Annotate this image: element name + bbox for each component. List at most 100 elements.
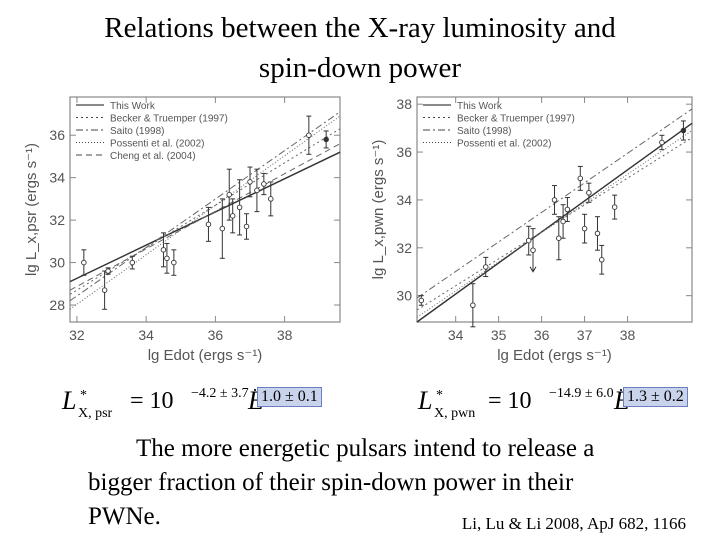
left-fit-line xyxy=(69,111,341,302)
right-ytick-label: 38 xyxy=(396,96,412,112)
right-fit-line xyxy=(416,130,693,318)
left-data-point xyxy=(229,213,236,219)
right-data-point xyxy=(560,218,566,225)
right-eq-l: L xyxy=(418,386,433,415)
left-data-point xyxy=(254,187,260,194)
right-eq-subscript: X, pwn xyxy=(434,406,476,421)
left-data-point xyxy=(171,259,177,266)
left-fit-line xyxy=(69,143,341,291)
right-data-point xyxy=(556,235,562,241)
left-ytick-label: 28 xyxy=(49,297,65,313)
right-legend-entry: Saito (1998) xyxy=(457,126,511,137)
left-xtick-label: 36 xyxy=(208,327,224,343)
left-data-point xyxy=(205,221,212,228)
left-data-point xyxy=(323,136,329,143)
left-y-axis-label: lg L_x,psr (ergs s⁻¹) xyxy=(23,143,40,276)
left-data-point xyxy=(243,223,250,230)
right-data-point xyxy=(530,247,536,253)
left-ytick-label: 34 xyxy=(49,170,65,186)
right-data-point xyxy=(551,197,558,203)
left-chart: 32 34 36 38 28 30 32 34 36 lg Edot (ergs s⁻¹) lg L… xyxy=(23,96,341,364)
right-data-point xyxy=(581,225,588,232)
left-data-point xyxy=(236,204,243,211)
right-legend-entry: This Work xyxy=(457,101,503,112)
left-data-point xyxy=(160,247,167,253)
right-upper-limit-arrow xyxy=(529,266,537,273)
left-legend-entry: Cheng et al. (2004) xyxy=(110,151,196,162)
left-legend-entry: Saito (1998) xyxy=(110,126,164,137)
right-eq-equals: = 10 xyxy=(488,388,532,414)
left-data-point xyxy=(306,132,312,138)
left-fit-line xyxy=(69,115,341,310)
right-equation: L * X, pwn = 10 −14.9 ± 6.0 E · 1.3 ± 0.… xyxy=(418,380,708,424)
caption: The more energetic pulsars intend to rel… xyxy=(88,432,688,534)
right-plot-frame xyxy=(416,96,693,323)
left-plot-frame xyxy=(69,96,341,323)
right-fit-line xyxy=(416,137,693,311)
left-eq-equals: = 10 xyxy=(130,388,174,414)
right-xtick-label: 38 xyxy=(620,327,636,343)
right-data-point xyxy=(577,175,584,182)
right-data-point xyxy=(599,257,605,263)
left-eq-subscript: X, psr xyxy=(78,406,113,421)
right-y-axis-label: lg L_x,pwn (ergs s⁻¹) xyxy=(370,140,387,280)
left-legend-entry: This Work xyxy=(110,101,156,112)
left-data-point xyxy=(129,259,136,266)
right-fit-line xyxy=(416,122,693,323)
right-data-point xyxy=(564,206,571,213)
right-data-point xyxy=(482,264,489,270)
right-eq-exponent: −14.9 ± 6.0 xyxy=(549,386,614,401)
right-legend-entry: Possenti et al. (2002) xyxy=(457,139,552,150)
right-xtick-label: 35 xyxy=(491,327,507,343)
citation: Li, Lu & Li 2008, ApJ 682, 1166 xyxy=(461,514,686,533)
right-data-point xyxy=(586,189,592,196)
left-eq-slope: 1.0 ± 0.1 xyxy=(257,387,322,407)
left-x-axis-label: lg Edot (ergs s⁻¹) xyxy=(148,347,263,364)
left-ytick-label: 36 xyxy=(49,127,65,143)
left-data-point xyxy=(261,181,267,187)
left-data-point xyxy=(268,196,274,202)
caption-line-1: The more energetic pulsars intend to rel… xyxy=(136,435,595,462)
left-xtick-label: 34 xyxy=(138,327,154,343)
slide-title: Relations between the X-ray luminosity a… xyxy=(0,8,720,88)
right-data-point xyxy=(470,302,476,308)
right-data-point xyxy=(611,204,618,210)
left-eq-l: L xyxy=(62,386,77,415)
right-xtick-label: 36 xyxy=(534,327,550,343)
right-ytick-label: 32 xyxy=(396,240,412,256)
right-xtick-label: 37 xyxy=(577,327,593,343)
right-ytick-label: 36 xyxy=(396,144,412,160)
right-data-point xyxy=(418,297,425,304)
right-legend-entry: Becker & Truemper (1997) xyxy=(457,114,575,125)
left-data-point xyxy=(105,268,111,274)
right-x-axis-label: lg Edot (ergs s⁻¹) xyxy=(497,347,612,364)
right-data-point xyxy=(659,139,665,146)
right-data-point xyxy=(594,230,601,237)
left-data-point xyxy=(164,255,170,262)
right-chart: 34 35 36 37 38 30 32 34 36 38 lg Edot (ergs s⁻¹) lg… xyxy=(370,96,693,364)
left-legend-entry: Possenti et al. (2002) xyxy=(110,139,205,150)
left-data-point xyxy=(226,191,232,198)
caption-line-3: PWNe. xyxy=(88,503,161,530)
left-ytick-label: 30 xyxy=(49,255,65,271)
left-xtick-label: 32 xyxy=(69,327,85,343)
right-data-point xyxy=(680,127,687,134)
left-ytick-label: 32 xyxy=(49,212,65,228)
slide-title-line-2: spin-down power xyxy=(258,52,462,84)
caption-line-2: bigger fraction of their spin-down power… xyxy=(88,469,574,496)
right-xtick-label: 34 xyxy=(448,327,464,343)
left-xtick-label: 38 xyxy=(277,327,293,343)
left-data-point xyxy=(81,259,87,266)
slide-title-line-1: Relations between the X-ray luminosity a… xyxy=(104,12,616,44)
left-eq-exponent: −4.2 ± 3.7 xyxy=(191,386,249,401)
right-data-point xyxy=(525,237,532,244)
right-eq-dot: · xyxy=(618,380,624,400)
left-data-point xyxy=(247,179,253,185)
right-eq-slope: 1.3 ± 0.2 xyxy=(623,387,688,407)
left-data-point xyxy=(101,287,108,293)
right-eq-star: * xyxy=(436,388,443,403)
left-equation: L * X, psr = 10 −4.2 ± 3.7 E · 1.0 ± 0.1 xyxy=(62,380,332,424)
right-ytick-label: 30 xyxy=(396,288,412,304)
left-data-point xyxy=(219,225,226,232)
right-ytick-label: 34 xyxy=(396,192,412,208)
